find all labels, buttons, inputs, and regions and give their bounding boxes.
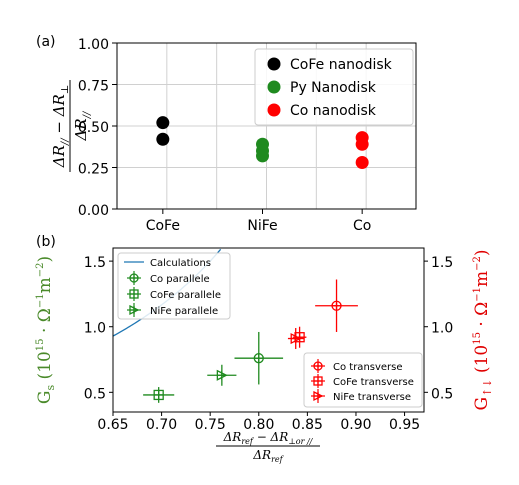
panel-a-points	[156, 116, 369, 170]
legend-label: NiFe transverse	[333, 392, 411, 403]
point-marker	[331, 300, 342, 311]
svg-text:G↑↓ (1015 · Ω−1m−2): G↑↓ (1015 · Ω−1m−2)	[472, 249, 494, 410]
legend-label: Co transverse	[333, 362, 403, 373]
legend-label: Co parallele	[150, 274, 210, 285]
legend-label: CoFe transverse	[333, 377, 414, 388]
data-point	[292, 326, 307, 348]
legend-marker	[311, 359, 325, 373]
legend-label: Co nanodisk	[290, 103, 377, 119]
legend-label: CoFe parallele	[150, 290, 221, 301]
legend-marker	[267, 80, 281, 94]
point-marker	[216, 369, 228, 381]
svg-text:ΔR// − ΔR⊥: ΔR// − ΔR⊥	[50, 85, 71, 169]
data-point	[143, 387, 175, 403]
panel-a-x-ticks: CoFe NiFe Co	[146, 209, 371, 234]
panel-b-points	[143, 279, 358, 403]
x-tick-label: 0.85	[292, 417, 323, 433]
svg-text:ΔRref: ΔRref	[252, 448, 284, 464]
legend-marker	[267, 57, 281, 71]
y-tick-label: 1.5	[431, 255, 453, 271]
data-point-cofe	[156, 116, 170, 130]
panel-a: (a) 0.00 0.25 0.50 0.75 1.00 CoFe NiFe Co ΔR//…	[36, 34, 417, 234]
data-point	[234, 331, 284, 385]
legend-symbol	[313, 390, 324, 402]
panel-b-right-y-ticks: 0.5 1.0 1.5	[424, 255, 453, 402]
panel-b-label: (b)	[36, 234, 56, 250]
data-point	[207, 364, 237, 386]
legend-marker	[127, 303, 141, 317]
panel-a-y-label: ΔR// − ΔR⊥ ΔR//	[50, 80, 93, 172]
panel-a-legend: CoFe nanodisk Py Nanodisk Co nanodisk	[254, 48, 414, 126]
legend-symbol	[313, 361, 323, 371]
data-point-co	[355, 137, 369, 151]
x-tick-label: Co	[353, 218, 371, 234]
legend-marker	[311, 389, 325, 403]
y-tick-label: 1.00	[78, 37, 109, 53]
y-tick-label: 0.5	[431, 386, 453, 402]
point-marker	[253, 353, 264, 364]
panel-a-label: (a)	[36, 34, 56, 50]
data-point-nife	[256, 149, 269, 163]
legend-symbol	[129, 304, 140, 316]
svg-text:ΔRref − ΔR⊥or //: ΔRref − ΔR⊥or //	[223, 430, 314, 446]
panel-b-frame	[112, 247, 425, 413]
data-point-cofe	[156, 132, 170, 146]
svg-text:ΔR//: ΔR//	[72, 110, 93, 142]
data-point-co	[355, 156, 369, 170]
legend-marker	[127, 271, 141, 285]
legend-label: NiFe parallele	[150, 306, 218, 317]
legend-marker	[267, 103, 281, 117]
legend-label: CoFe nanodisk	[290, 57, 393, 73]
x-tick-label: 0.90	[340, 417, 371, 433]
legend-symbol	[129, 273, 139, 283]
y-tick-label: 0.50	[78, 120, 109, 136]
x-tick-label: 0.80	[243, 417, 274, 433]
y-tick-label: 1.0	[431, 321, 453, 337]
x-tick-label: 0.75	[195, 417, 226, 433]
panel-b-left-y-label: Gs (1015 · Ω−1m−2)	[35, 256, 57, 404]
data-point	[287, 328, 304, 350]
x-tick-label: 0.70	[146, 417, 177, 433]
point-marker	[290, 332, 302, 345]
legend-symbol	[313, 376, 323, 386]
y-tick-label: 0.25	[78, 162, 109, 178]
x-tick-label: CoFe	[146, 218, 180, 234]
x-tick-label: 0.65	[97, 417, 128, 433]
data-point	[315, 279, 358, 332]
x-tick-label: NiFe	[247, 218, 277, 234]
legend-label: Calculations	[150, 258, 211, 269]
y-tick-label: 0.75	[78, 79, 109, 95]
legend-marker	[311, 374, 325, 388]
panel-b-x-label: ΔRref − ΔR⊥or // ΔRref	[216, 430, 320, 464]
legend-label: Py Nanodisk	[290, 80, 377, 96]
panel-b-legend-left: Calculations Co parallele CoFe parallele Ni…	[117, 252, 231, 320]
y-tick-label: 0.5	[84, 386, 106, 402]
panel-b-legend-right: Co transverse CoFe transverse NiFe transve…	[303, 352, 423, 408]
y-tick-label: 0.00	[78, 203, 109, 219]
svg-text:Gs (1015 · Ω−1m−2): Gs (1015 · Ω−1m−2)	[35, 256, 57, 404]
panel-b-right-y-label: G↑↓ (1015 · Ω−1m−2)	[472, 249, 494, 410]
panel-a-frame	[116, 42, 417, 210]
y-tick-label: 1.5	[84, 255, 106, 271]
legend-marker	[127, 287, 141, 301]
y-tick-label: 1.0	[84, 321, 106, 337]
panel-b-x-ticks: 0.65 0.70 0.75 0.80 0.85 0.90 0.95	[97, 412, 420, 433]
panel-b: (b) 0.65 0.70 0.75 0.80 0.85 0.90 0.95 0.5 1.0 1…	[35, 234, 494, 464]
legend-symbol	[129, 289, 139, 299]
panel-b-left-y-ticks: 0.5 1.0 1.5	[84, 255, 113, 402]
x-tick-label: 0.95	[389, 417, 420, 433]
point-marker	[153, 389, 164, 401]
panel-a-y-ticks: 0.00 0.25 0.50 0.75 1.00	[78, 37, 117, 219]
